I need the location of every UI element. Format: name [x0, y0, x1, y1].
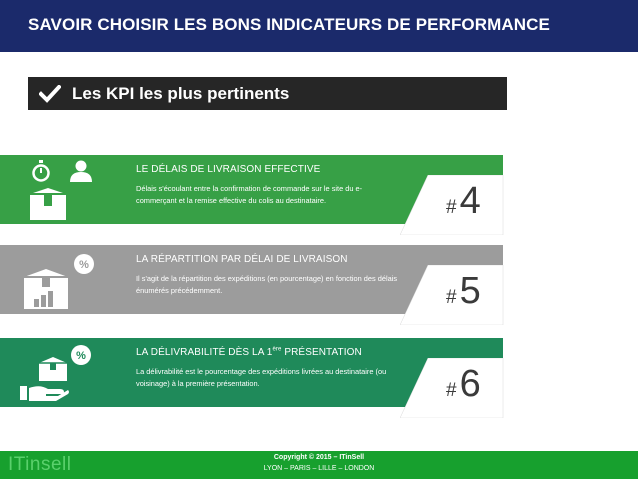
footer-cities: LYON – PARIS – LILLE – LONDON: [263, 465, 375, 472]
kpi-icons: %: [0, 338, 130, 407]
kpi-title-prefix: LA DÉLIVRABILITÉ DÈS LA 1: [136, 347, 273, 358]
kpi-title: LA DÉLIVRABILITÉ DÈS LA 1ère PRÉSENTATIO…: [136, 347, 362, 358]
kpi-rank: # 5: [446, 270, 481, 313]
rank-badge-shape: [400, 265, 504, 325]
rank-hash: #: [446, 380, 457, 401]
kpi-description: Délais s'écoulant entre la confirmation …: [136, 184, 363, 205]
kpi-title-suffix: PRÉSENTATION: [281, 347, 362, 358]
hand-icon: [20, 386, 69, 401]
svg-text:%: %: [76, 350, 86, 362]
person-icon: [70, 160, 92, 182]
kpi-card-delais: LE DÉLAIS DE LIVRAISON EFFECTIVE Délais …: [0, 155, 503, 224]
footer-logo: ITinsell: [8, 454, 72, 475]
page-title: SAVOIR CHOISIR LES BONS INDICATEURS DE P…: [28, 15, 550, 34]
kpi-title: LA RÉPARTITION PAR DÉLAI DE LIVRAISON: [136, 254, 348, 265]
footer-copyright: Copyright © 2015 – ITinSell: [273, 454, 365, 461]
bar-chart-icon: [34, 291, 53, 307]
percent-badge-icon: %: [71, 345, 91, 365]
rank-badge-shape: [400, 175, 504, 235]
footer-bar: ITinsell Copyright © 2015 – ITinSell LYO…: [0, 451, 638, 479]
box-icon: [39, 357, 67, 381]
kpi-title: LE DÉLAIS DE LIVRAISON EFFECTIVE: [136, 164, 321, 175]
kpi-card-delivrabilite: % LA DÉLIVRABILITÉ DÈS LA 1ère PRÉSENTAT…: [0, 338, 503, 407]
box-icon: [30, 188, 66, 220]
svg-text:%: %: [79, 259, 89, 271]
kpi-description: Il s'agit de la répartition des expéditi…: [136, 274, 398, 295]
percent-badge-icon: %: [74, 254, 94, 274]
header-bar: SAVOIR CHOISIR LES BONS INDICATEURS DE P…: [0, 0, 638, 52]
section-heading-text: Les KPI les plus pertinents: [72, 83, 290, 103]
section-heading: Les KPI les plus pertinents: [28, 77, 507, 110]
rank-hash: #: [446, 197, 457, 218]
kpi-rank: # 4: [446, 180, 481, 223]
kpi-title-sup: ère: [272, 346, 282, 353]
kpi-icons: [0, 155, 130, 224]
kpi-rank: # 6: [446, 363, 481, 406]
rank-number: 5: [459, 270, 481, 312]
kpi-icons: %: [0, 245, 130, 314]
check-icon: [28, 84, 72, 103]
rank-number: 6: [459, 363, 481, 405]
rank-hash: #: [446, 287, 457, 308]
kpi-description: La délivrabilité est le pourcentage des …: [136, 367, 387, 388]
rank-badge-shape: [400, 358, 504, 418]
stopwatch-icon: [32, 160, 50, 182]
rank-number: 4: [459, 180, 481, 222]
